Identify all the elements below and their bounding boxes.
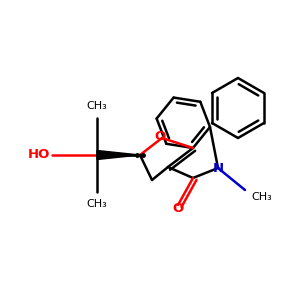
Text: CH₃: CH₃: [251, 192, 272, 202]
Polygon shape: [97, 151, 140, 160]
Text: O: O: [172, 202, 184, 214]
Text: CH₃: CH₃: [87, 101, 107, 111]
Text: CH₃: CH₃: [87, 199, 107, 209]
Text: O: O: [154, 130, 166, 142]
Text: HO: HO: [28, 148, 50, 161]
Text: N: N: [212, 161, 224, 175]
